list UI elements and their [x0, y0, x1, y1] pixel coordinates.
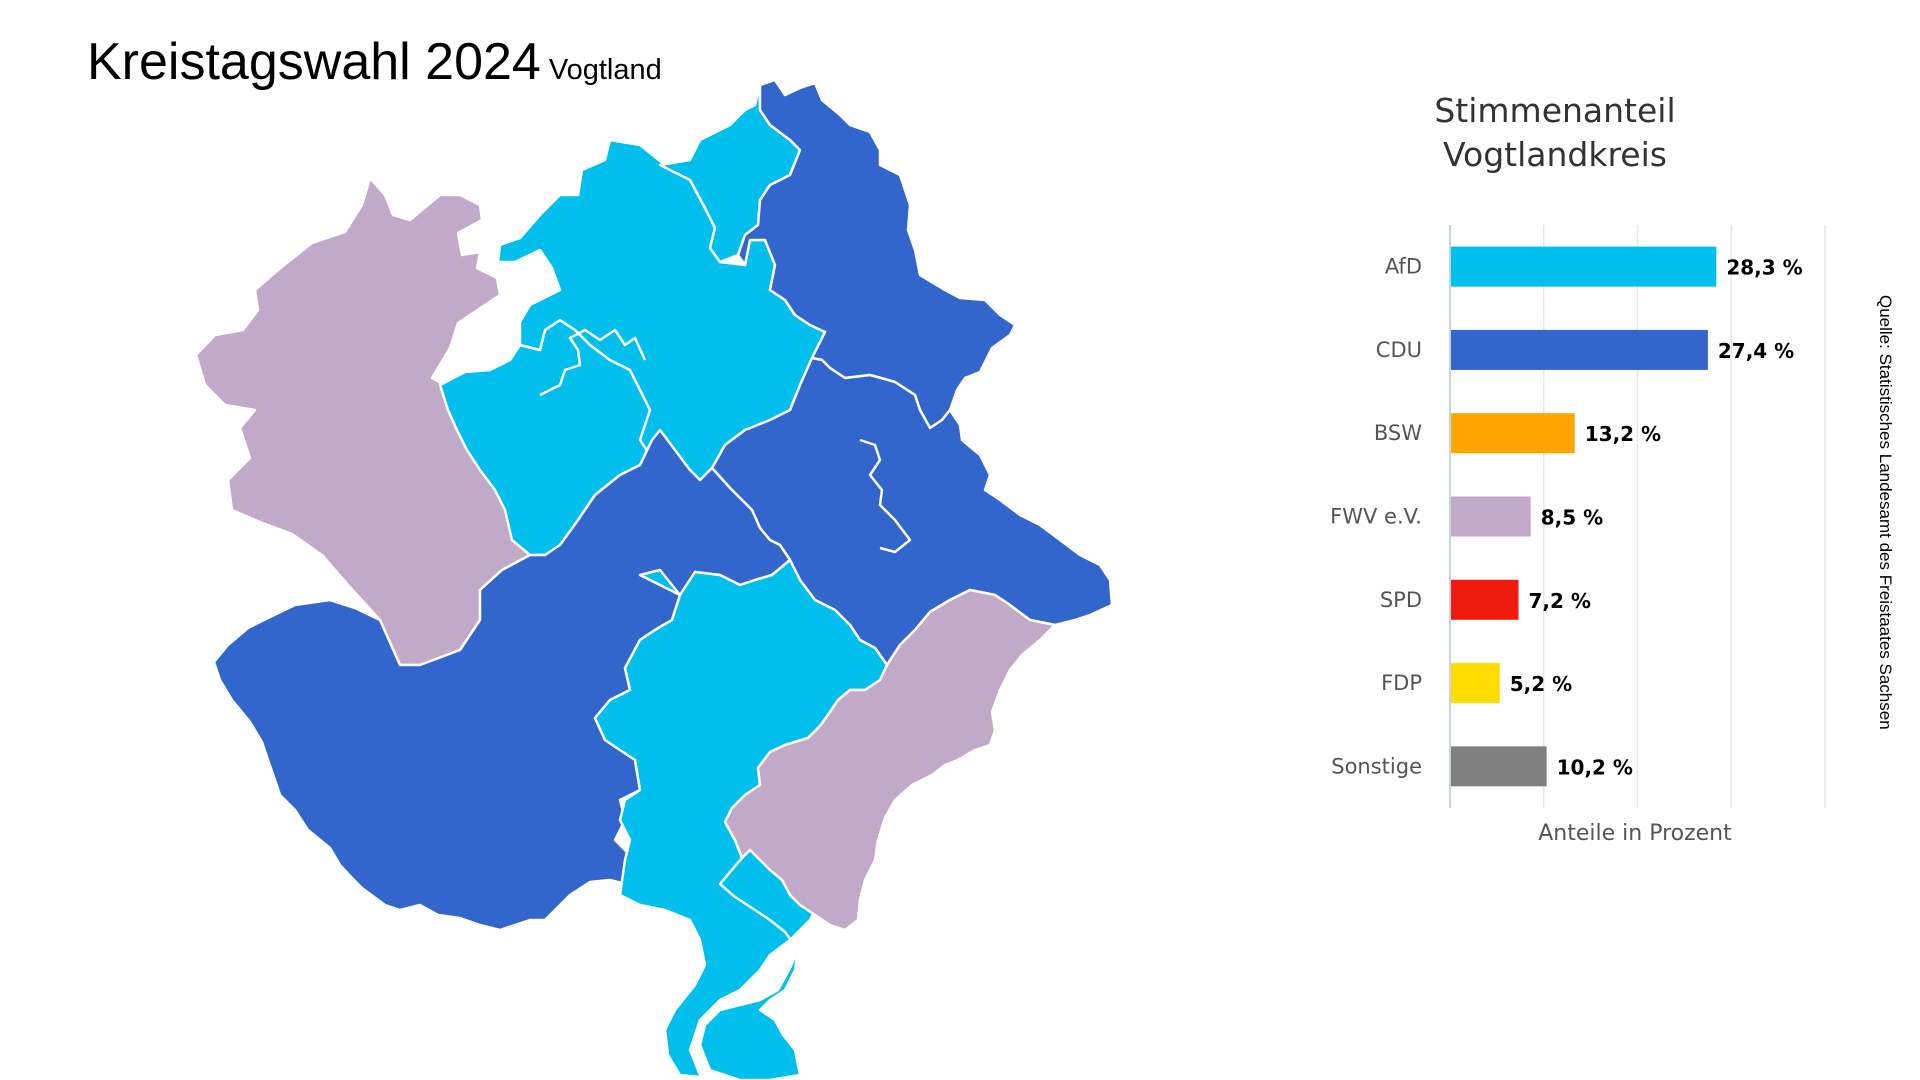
- bar-cdu: [1451, 329, 1708, 370]
- bar-afd: [1451, 246, 1717, 287]
- value-label: 5,2 %: [1510, 672, 1572, 696]
- bar-spd: [1451, 579, 1519, 620]
- map-inner-border-2: [859, 438, 912, 554]
- title-block: Kreistagswahl 2024 Vogtland: [87, 32, 662, 92]
- value-label: 8,5 %: [1541, 506, 1603, 530]
- map-inner-border-1: [539, 328, 647, 397]
- bar-bsw: [1451, 413, 1575, 454]
- bar-sonstige: [1451, 746, 1547, 787]
- value-label: 7,2 %: [1529, 589, 1591, 613]
- chart-grid: [1449, 225, 1826, 808]
- chart-value-labels: 28,3 % 27,4 % 13,2 % 8,5 % 7,2 % 5,2 % 10,2 %: [1510, 256, 1803, 780]
- category-label: CDU: [1376, 338, 1422, 362]
- category-label: BSW: [1374, 421, 1422, 445]
- category-label: SPD: [1380, 588, 1422, 612]
- x-axis-label: Anteile in Prozent: [1538, 821, 1732, 846]
- page-subtitle: Vogtland: [548, 54, 662, 86]
- bar-fwv-e-v-: [1451, 496, 1531, 537]
- category-label: Sonstige: [1331, 754, 1422, 778]
- page-title: Kreistagswahl 2024: [87, 33, 541, 91]
- chart-title-line-2: Vogtlandkreis: [1443, 135, 1667, 174]
- value-label: 13,2 %: [1585, 422, 1661, 446]
- value-label: 28,3 %: [1726, 256, 1802, 280]
- value-label: 27,4 %: [1718, 339, 1794, 363]
- chart-title: Stimmenanteil Vogtlandkreis: [1434, 91, 1675, 174]
- category-label: AfD: [1385, 255, 1422, 279]
- bar-fdp: [1451, 663, 1500, 704]
- chart-bars: [1451, 246, 1717, 787]
- category-label: FWV e.V.: [1330, 505, 1422, 529]
- district-map: [194, 78, 1114, 1080]
- bar-chart: Stimmenanteil Vogtlandkreis AfD CDU BSW FWV …: [1330, 91, 1826, 846]
- source-note: Quelle: Statistisches Landesamt des Frei…: [1876, 295, 1895, 730]
- chart-title-line-1: Stimmenanteil: [1434, 91, 1675, 130]
- map-region-southeast: [723, 588, 1057, 932]
- value-label: 10,2 %: [1557, 755, 1633, 779]
- chart-category-labels: AfD CDU BSW FWV e.V. SPD FDP Sonstige: [1330, 255, 1422, 779]
- category-label: FDP: [1381, 671, 1422, 695]
